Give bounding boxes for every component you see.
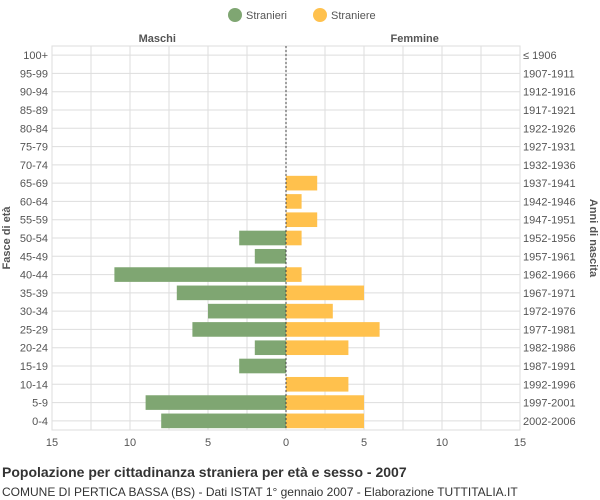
- legend-swatch-straniere: [313, 8, 327, 22]
- age-group-label: 15-19: [20, 361, 48, 373]
- bar-female-10-14: [286, 376, 349, 392]
- age-group-label: 80-84: [20, 123, 48, 135]
- bar-female-55-59: [286, 212, 318, 228]
- bar-female-30-34: [286, 303, 333, 319]
- age-group-label: 50-54: [20, 233, 48, 245]
- birth-year-label: 1907-1911: [523, 68, 575, 80]
- age-group-label: 10-14: [20, 379, 48, 391]
- female-header: Femmine: [391, 33, 439, 45]
- birth-year-label: ≤ 1906: [523, 50, 557, 62]
- legend-swatch-stranieri: [228, 8, 242, 22]
- age-group-label: 25-29: [20, 324, 48, 336]
- bar-male-0-4: [161, 413, 286, 429]
- age-group-label: 45-49: [20, 251, 48, 263]
- bar-male-40-44: [114, 267, 287, 282]
- bar-female-35-39: [286, 285, 364, 301]
- x-tick-label: 0: [283, 437, 289, 449]
- x-tick-label: 15: [514, 437, 526, 449]
- bar-male-50-54: [239, 230, 286, 246]
- age-group-label: 65-69: [20, 178, 48, 190]
- age-group-label: 35-39: [20, 288, 48, 300]
- birth-year-label: 1992-1996: [523, 379, 576, 391]
- y-axis-title-right: Anni di nascita: [587, 199, 599, 278]
- age-group-label: 0-4: [32, 416, 48, 428]
- bar-female-60-64: [286, 194, 302, 209]
- bar-male-35-39: [176, 285, 286, 301]
- bar-female-40-44: [286, 267, 302, 282]
- birth-year-label: 1967-1971: [523, 288, 576, 300]
- y-axis-title-left: Fasce di età: [1, 206, 13, 270]
- age-group-label: 5-9: [32, 398, 48, 410]
- birth-year-label: 1927-1931: [523, 142, 576, 154]
- x-tick-label: 10: [436, 437, 448, 449]
- pyramid-chart: 100+ ≤ 1906 95-99 1907-1911 90-94 1912-1916 85…: [1, 8, 599, 449]
- birth-year-label: 1947-1951: [523, 215, 576, 227]
- bar-male-45-49: [254, 248, 286, 264]
- birth-year-label: 1997-2001: [523, 398, 576, 410]
- bar-female-25-29: [286, 322, 380, 337]
- age-group-label: 30-34: [20, 306, 48, 318]
- birth-year-label: 1942-1946: [523, 196, 576, 208]
- x-tick-label: 5: [205, 437, 211, 449]
- bar-female-0-4: [286, 413, 364, 429]
- age-group-label: 70-74: [20, 160, 48, 172]
- birth-year-label: 1922-1926: [523, 123, 576, 135]
- age-group-label: 100+: [23, 50, 48, 62]
- birth-year-label: 1937-1941: [523, 178, 576, 190]
- legend-label-straniere: Straniere: [331, 10, 376, 22]
- x-tick-label: 5: [361, 437, 367, 449]
- bar-female-50-54: [286, 230, 302, 246]
- bar-male-30-34: [208, 303, 286, 319]
- birth-year-label: 1962-1966: [523, 270, 576, 282]
- male-header: Maschi: [139, 33, 176, 45]
- bar-female-20-24: [286, 340, 349, 356]
- birth-year-label: 1917-1921: [523, 105, 576, 117]
- birth-year-label: 1977-1981: [523, 324, 576, 336]
- bar-male-15-19: [239, 358, 286, 374]
- bar-male-25-29: [192, 322, 286, 337]
- birth-year-label: 1932-1936: [523, 160, 576, 172]
- x-tick-label: 15: [46, 437, 58, 449]
- birth-year-label: 2002-2006: [523, 416, 576, 428]
- birth-year-label: 1972-1976: [523, 306, 576, 318]
- age-group-label: 60-64: [20, 196, 48, 208]
- bar-female-5-9: [286, 395, 364, 410]
- birth-year-label: 1957-1961: [523, 251, 576, 263]
- chart-footer-title: Popolazione per cittadinanza straniera p…: [2, 464, 407, 480]
- age-group-label: 95-99: [20, 68, 48, 80]
- birth-year-label: 1952-1956: [523, 233, 576, 245]
- bar-male-20-24: [254, 340, 286, 356]
- age-group-label: 40-44: [20, 270, 48, 282]
- age-group-label: 55-59: [20, 215, 48, 227]
- age-group-label: 75-79: [20, 142, 48, 154]
- age-group-label: 90-94: [20, 87, 48, 99]
- legend-label-stranieri: Stranieri: [246, 10, 287, 22]
- bar-female-65-69: [286, 175, 318, 191]
- x-tick-label: 10: [124, 437, 136, 449]
- birth-year-label: 1982-1986: [523, 343, 576, 355]
- chart-footer-subtitle: COMUNE DI PERTICA BASSA (BS) - Dati ISTA…: [2, 485, 518, 499]
- birth-year-label: 1912-1916: [523, 87, 576, 99]
- age-group-label: 85-89: [20, 105, 48, 117]
- birth-year-label: 1987-1991: [523, 361, 576, 373]
- age-group-label: 20-24: [20, 343, 48, 355]
- bar-male-5-9: [145, 395, 286, 410]
